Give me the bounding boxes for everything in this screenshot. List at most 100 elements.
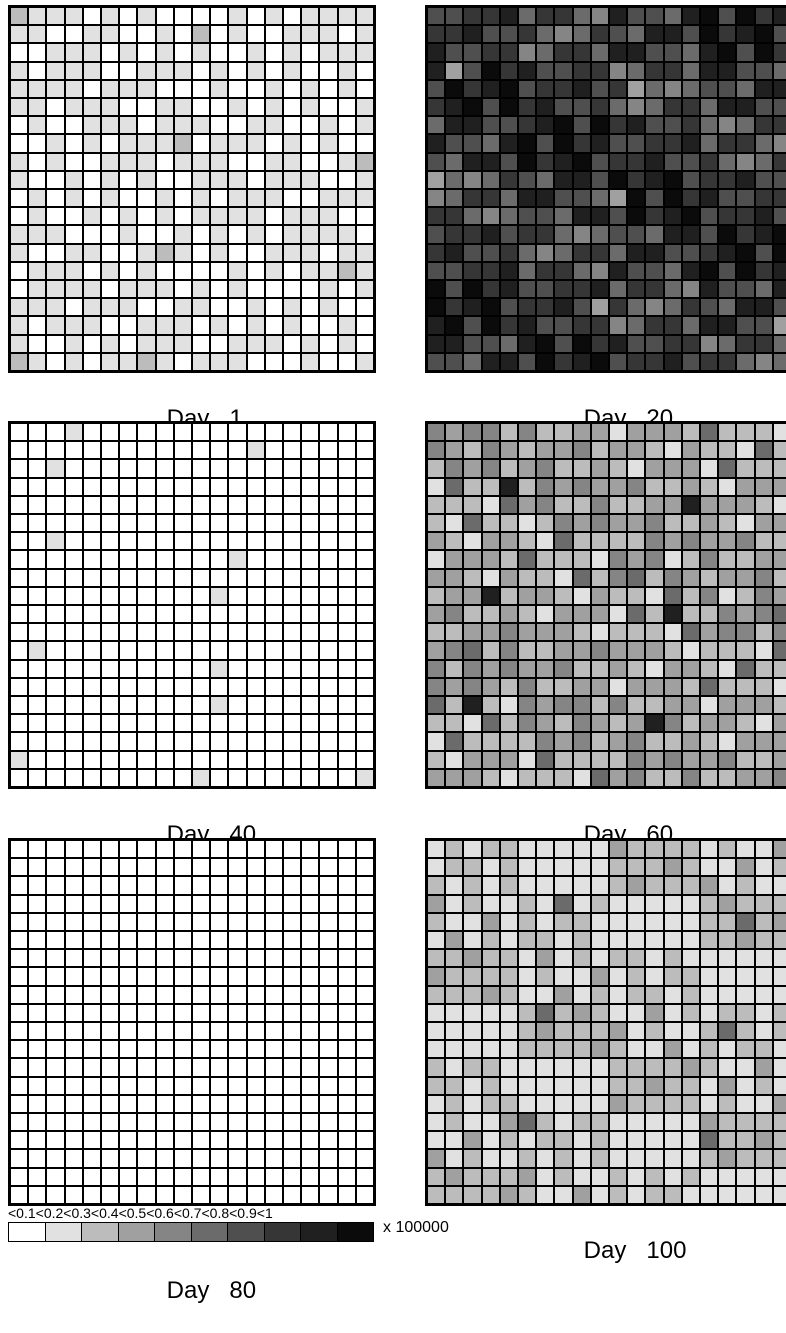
heatmap-cell [355, 550, 374, 569]
heatmap-cell [481, 732, 500, 751]
heatmap-cell [572, 605, 591, 624]
heatmap-cell [718, 280, 737, 299]
heatmap-cell [319, 750, 338, 769]
heatmap-cell [754, 1058, 773, 1077]
heatmap-cell [173, 1022, 192, 1041]
heatmap-cell [645, 243, 664, 262]
heatmap-cell [772, 207, 786, 226]
heatmap-cell [210, 441, 229, 460]
heatmap-cell [264, 352, 283, 371]
heatmap-cell [609, 43, 628, 62]
heatmap-cell [192, 586, 211, 605]
heatmap-cell [101, 243, 120, 262]
heatmap-cell [772, 352, 786, 371]
heatmap-cell [663, 931, 682, 950]
heatmap-cell [645, 316, 664, 335]
heatmap-cell [64, 714, 83, 733]
heatmap-cell [28, 1076, 47, 1095]
heatmap-cell [319, 949, 338, 968]
heatmap-cell [627, 623, 646, 642]
heatmap-cell [28, 1022, 47, 1041]
heatmap-cell [681, 1094, 700, 1113]
heatmap-cell [355, 641, 374, 660]
heatmap-cell [536, 1185, 555, 1204]
heatmap-cell [264, 1003, 283, 1022]
heatmap-cell [572, 116, 591, 135]
heatmap-cell [609, 7, 628, 26]
legend-swatch [45, 1223, 82, 1241]
heatmap-cell [10, 352, 29, 371]
heatmap-cell [463, 280, 482, 299]
heatmap-cell [101, 605, 120, 624]
heatmap-cell [609, 732, 628, 751]
heatmap-cell [718, 967, 737, 986]
heatmap-cell [319, 532, 338, 551]
heatmap-cell [627, 985, 646, 1004]
heatmap-cell [536, 1058, 555, 1077]
heatmap-cell [772, 967, 786, 986]
heatmap-cell [155, 7, 174, 26]
heatmap-cell [736, 459, 755, 478]
heatmap-cell [700, 423, 719, 442]
heatmap-cell [137, 152, 156, 171]
heatmap-cell [609, 641, 628, 660]
heatmap-cell [445, 568, 464, 587]
heatmap-cell [445, 641, 464, 660]
heatmap-cell [228, 43, 247, 62]
heatmap-cell [64, 586, 83, 605]
heatmap-cell [518, 1076, 537, 1095]
heatmap-cell [355, 623, 374, 642]
heatmap-cell [427, 732, 446, 751]
heatmap-cell [137, 1022, 156, 1041]
heatmap-cell [319, 696, 338, 715]
heatmap-cell [228, 1022, 247, 1041]
heatmap-cell [119, 495, 138, 514]
heatmap-cell [82, 641, 101, 660]
heatmap-cell [700, 931, 719, 950]
heatmap-cell [463, 1113, 482, 1132]
heatmap-cell [609, 207, 628, 226]
heatmap-cell [590, 1094, 609, 1113]
heatmap-cell [754, 1094, 773, 1113]
heatmap-cell [572, 1040, 591, 1059]
heatmap-cell [700, 514, 719, 533]
heatmap-cell [10, 605, 29, 624]
heatmap-cell [355, 495, 374, 514]
heatmap-cell [718, 732, 737, 751]
heatmap-cell [663, 1113, 682, 1132]
heatmap-cell [355, 243, 374, 262]
heatmap-cell [736, 912, 755, 931]
heatmap-cell [627, 677, 646, 696]
heatmap-cell [681, 858, 700, 877]
heatmap-cell [337, 732, 356, 751]
heatmap-cell [754, 985, 773, 1004]
heatmap-cell [499, 98, 518, 117]
heatmap-cell [173, 459, 192, 478]
heatmap-cell [101, 894, 120, 913]
heatmap-cell [445, 1003, 464, 1022]
heatmap-cell [609, 532, 628, 551]
heatmap-cell [536, 1149, 555, 1168]
heatmap-cell [427, 423, 446, 442]
heatmap-cell [645, 261, 664, 280]
heatmap-cell [754, 352, 773, 371]
heatmap-cell [645, 659, 664, 678]
heatmap-cell [663, 170, 682, 189]
heatmap-cell [536, 170, 555, 189]
heatmap-cell [463, 1076, 482, 1095]
heatmap-cell [572, 207, 591, 226]
heatmap-cell [46, 334, 65, 353]
heatmap-cell [499, 876, 518, 895]
heatmap-cell [718, 659, 737, 678]
heatmap-cell [319, 261, 338, 280]
heatmap-cell [82, 1040, 101, 1059]
heatmap-cell [554, 931, 573, 950]
heatmap-cell [736, 586, 755, 605]
heatmap-cell [445, 858, 464, 877]
heatmap-cell [481, 1022, 500, 1041]
heatmap-cell [736, 207, 755, 226]
heatmap-cell [173, 441, 192, 460]
heatmap-cell [228, 1185, 247, 1204]
heatmap-cell [10, 714, 29, 733]
heatmap-cell [700, 1040, 719, 1059]
